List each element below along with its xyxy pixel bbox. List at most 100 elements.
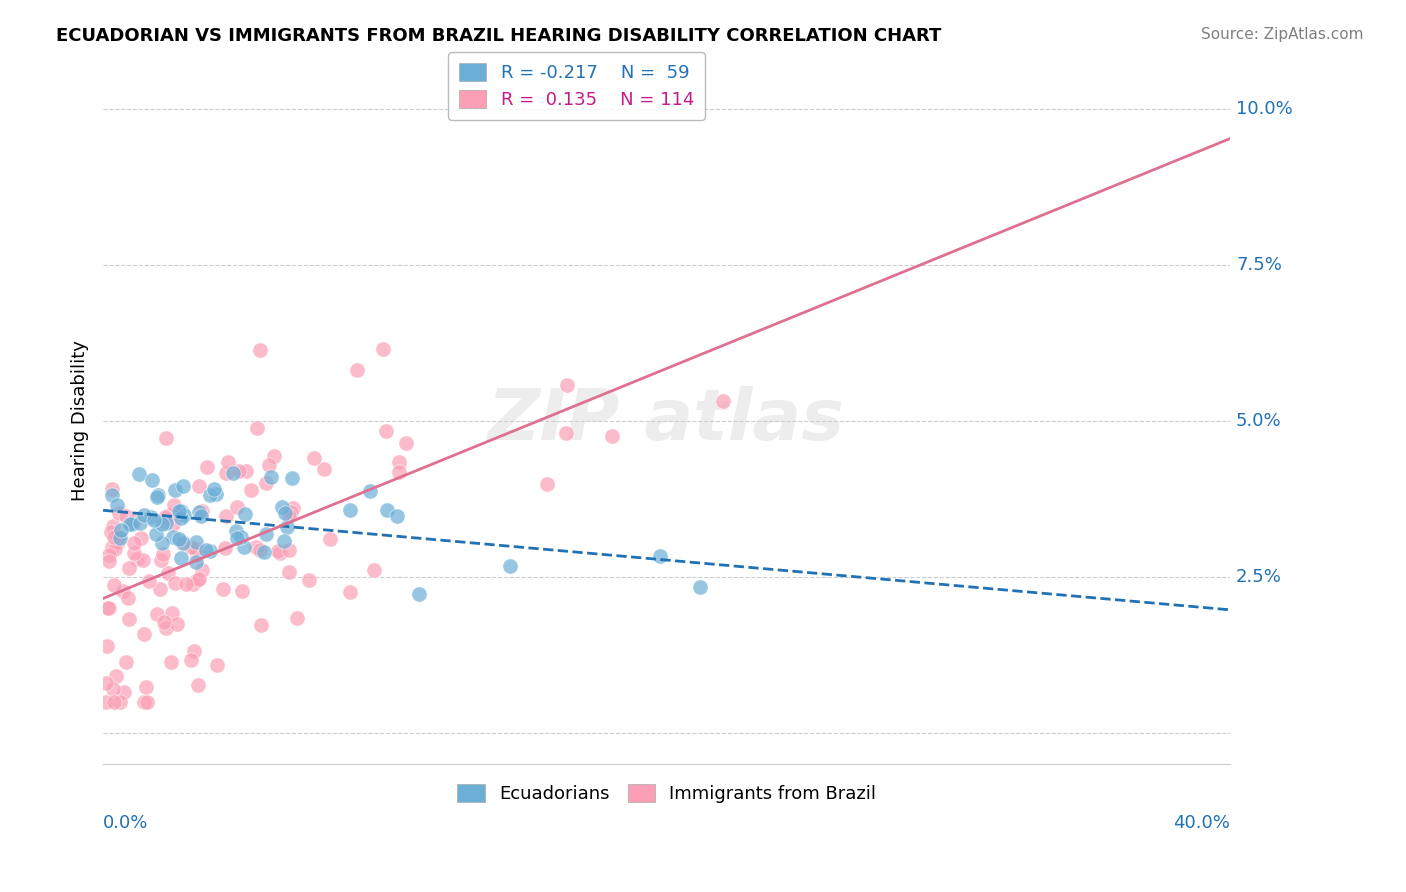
- Point: [105, 498, 128, 512]
- Point: [375, 502, 398, 516]
- Point: [229, 530, 252, 544]
- Point: [101, 482, 124, 496]
- Point: [170, 550, 193, 565]
- Point: [235, 464, 257, 478]
- Point: [269, 546, 291, 560]
- Point: [107, 531, 129, 545]
- Point: [122, 536, 145, 550]
- Point: [689, 580, 711, 594]
- Point: [135, 680, 157, 694]
- Point: [249, 343, 271, 358]
- Point: [139, 509, 162, 524]
- Point: [170, 511, 193, 525]
- Point: [228, 464, 250, 478]
- Point: [287, 611, 309, 625]
- Point: [184, 534, 207, 549]
- Point: [128, 467, 150, 482]
- Point: [107, 507, 129, 521]
- Point: [145, 527, 167, 541]
- Point: [186, 548, 208, 562]
- Point: [302, 451, 325, 466]
- Point: [188, 505, 211, 519]
- Point: [149, 553, 172, 567]
- Point: [271, 500, 294, 515]
- Point: [121, 517, 143, 532]
- Point: [97, 548, 120, 562]
- Point: [112, 684, 135, 698]
- Point: [188, 572, 211, 586]
- Point: [385, 508, 408, 523]
- Point: [143, 513, 166, 527]
- Point: [346, 363, 368, 377]
- Point: [711, 393, 734, 408]
- Point: [215, 466, 238, 480]
- Point: [339, 503, 361, 517]
- Point: [114, 508, 136, 523]
- Point: [246, 421, 269, 435]
- Point: [278, 508, 301, 523]
- Point: [162, 516, 184, 531]
- Point: [318, 532, 340, 546]
- Point: [155, 621, 177, 635]
- Point: [117, 591, 139, 605]
- Point: [280, 505, 302, 519]
- Point: [240, 483, 263, 497]
- Point: [250, 617, 273, 632]
- Point: [190, 562, 212, 576]
- Point: [115, 655, 138, 669]
- Point: [150, 535, 173, 549]
- Point: [167, 532, 190, 546]
- Point: [129, 531, 152, 545]
- Point: [217, 455, 239, 469]
- Point: [245, 541, 267, 555]
- Point: [257, 458, 280, 472]
- Point: [339, 585, 361, 599]
- Point: [162, 530, 184, 544]
- Point: [254, 526, 277, 541]
- Text: ZIP atlas: ZIP atlas: [488, 386, 845, 456]
- Point: [166, 616, 188, 631]
- Point: [120, 517, 142, 532]
- Point: [118, 612, 141, 626]
- Point: [122, 546, 145, 560]
- Point: [160, 606, 183, 620]
- Point: [97, 601, 120, 615]
- Point: [159, 655, 181, 669]
- Text: 0.0%: 0.0%: [103, 814, 149, 832]
- Point: [211, 582, 233, 596]
- Point: [146, 490, 169, 504]
- Point: [555, 426, 578, 441]
- Point: [141, 474, 163, 488]
- Point: [205, 487, 228, 501]
- Point: [110, 531, 132, 545]
- Point: [600, 428, 623, 442]
- Point: [128, 516, 150, 530]
- Point: [101, 681, 124, 696]
- Point: [226, 500, 249, 514]
- Point: [167, 504, 190, 518]
- Point: [155, 509, 177, 524]
- Point: [214, 541, 236, 556]
- Point: [97, 601, 120, 615]
- Point: [648, 549, 671, 563]
- Point: [202, 482, 225, 496]
- Point: [103, 530, 125, 544]
- Point: [273, 533, 295, 548]
- Point: [146, 607, 169, 621]
- Point: [314, 461, 336, 475]
- Point: [222, 466, 245, 480]
- Point: [183, 644, 205, 658]
- Point: [153, 615, 176, 629]
- Point: [96, 639, 118, 653]
- Point: [187, 678, 209, 692]
- Point: [172, 479, 194, 493]
- Point: [132, 508, 155, 522]
- Point: [118, 561, 141, 575]
- Point: [138, 574, 160, 589]
- Point: [277, 566, 299, 580]
- Point: [536, 477, 558, 491]
- Point: [359, 483, 381, 498]
- Point: [499, 558, 522, 573]
- Point: [150, 517, 173, 532]
- Point: [172, 536, 194, 550]
